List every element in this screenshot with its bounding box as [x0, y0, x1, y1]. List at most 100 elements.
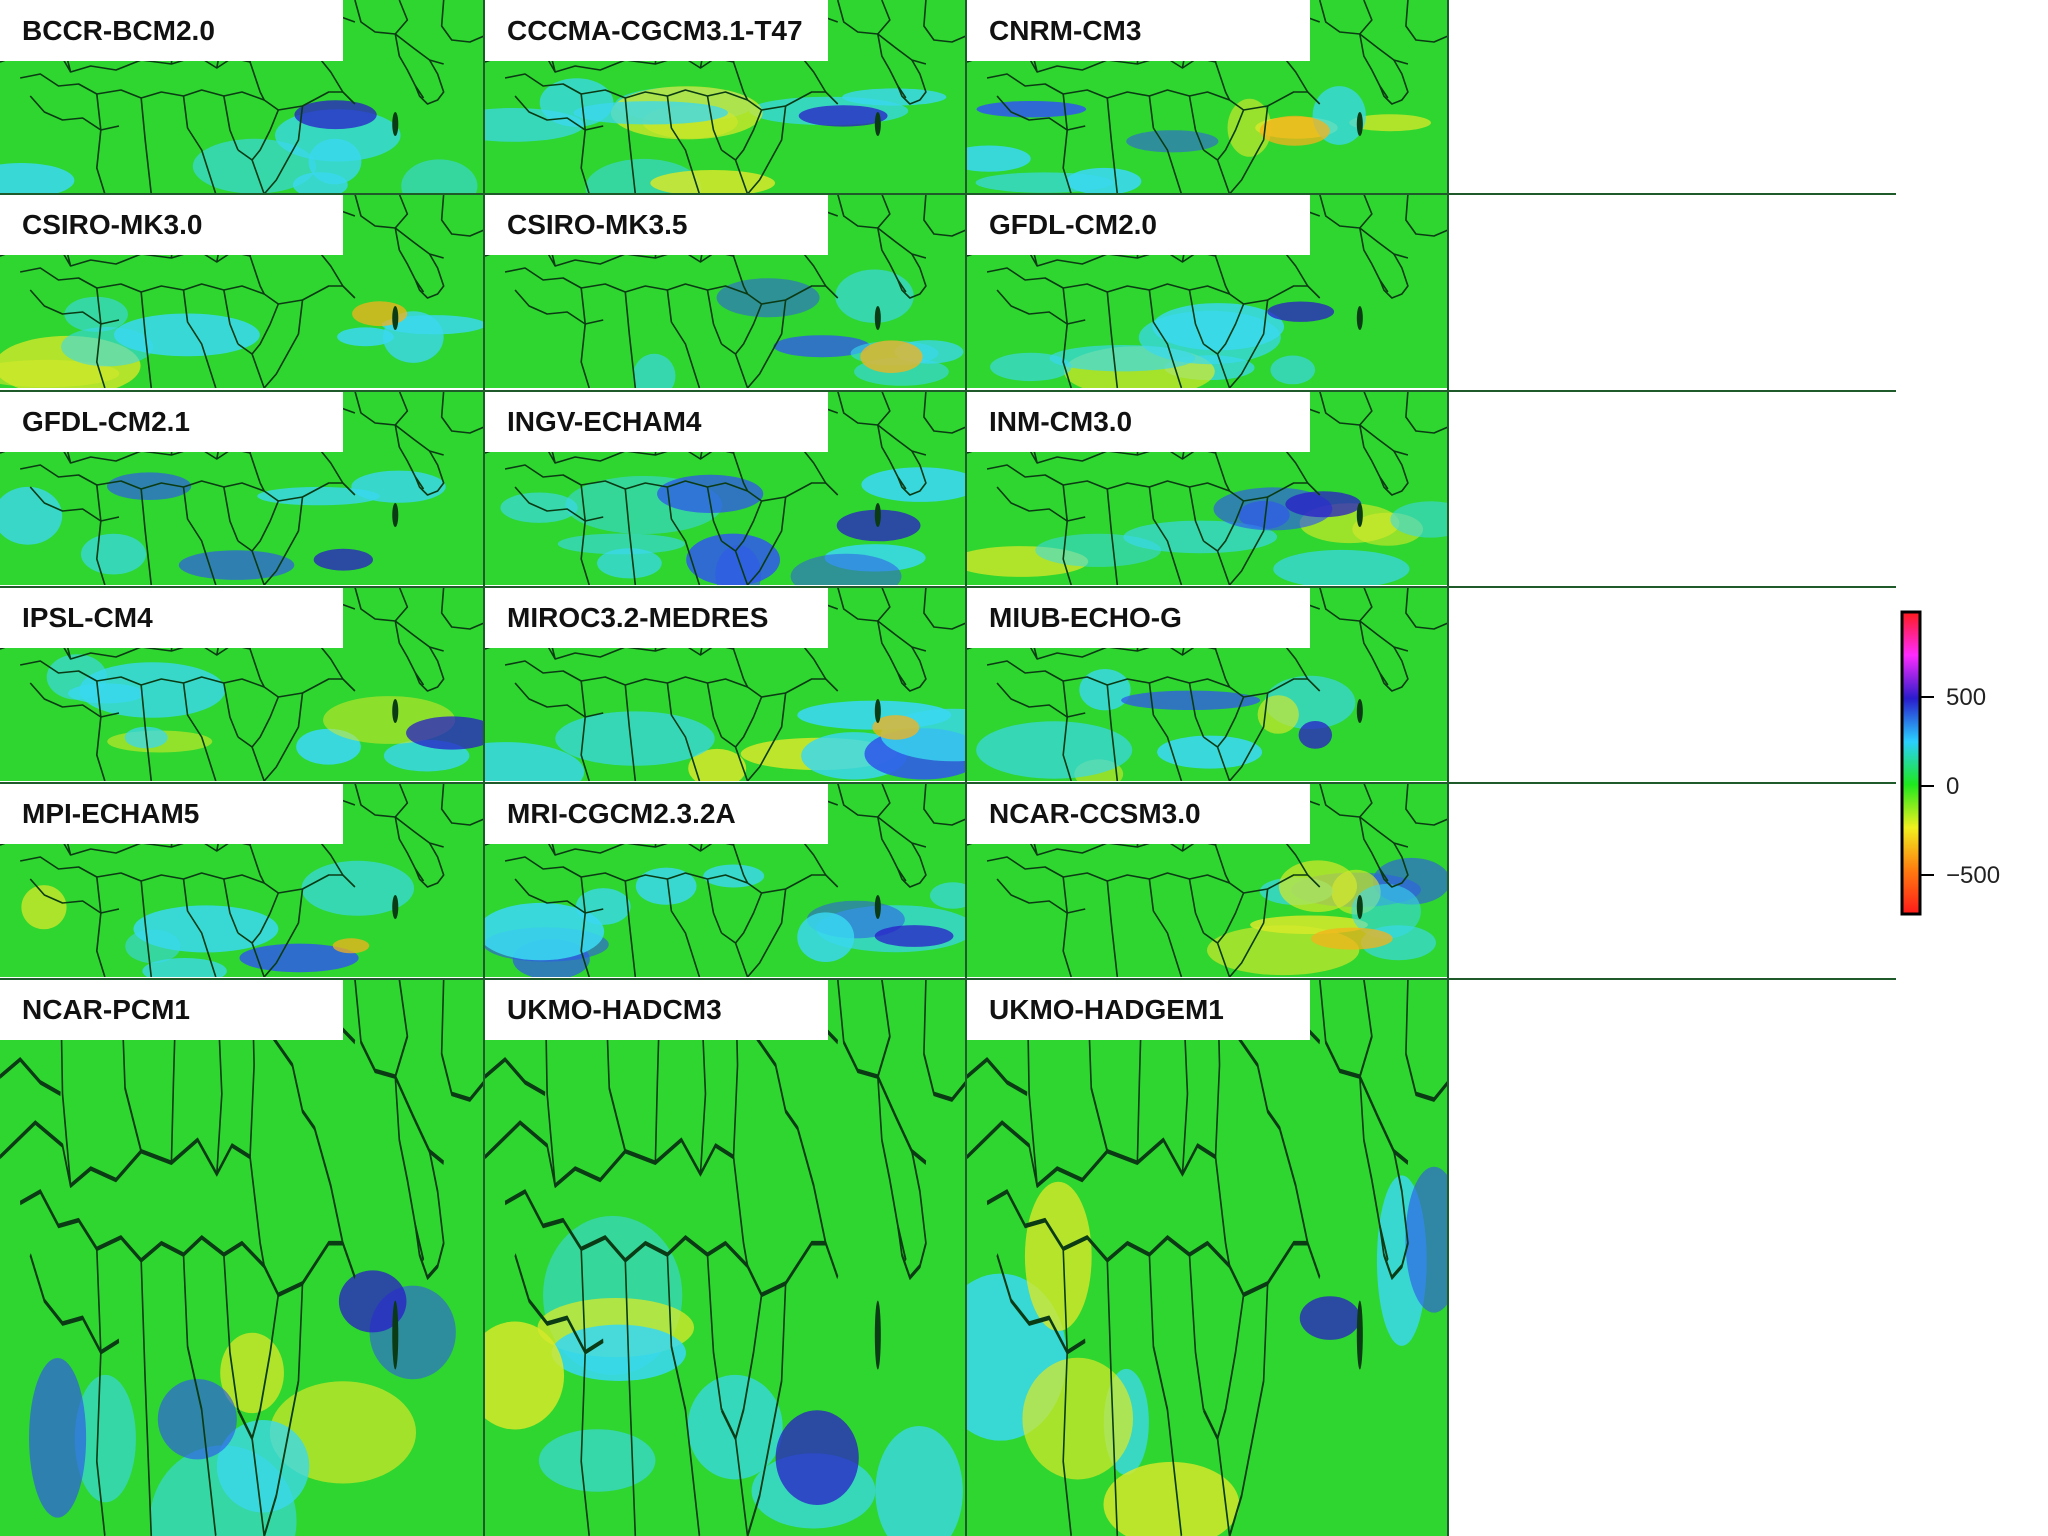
country-boundary [1148, 682, 1183, 781]
model-name-label: UKMO-HADCM3 [485, 979, 828, 1040]
country-boundary [1318, 783, 1409, 848]
country-boundary [1359, 391, 1373, 426]
country-boundary [721, 149, 749, 194]
country-boundary [580, 1248, 590, 1536]
country-boundary [1148, 289, 1183, 388]
country-boundary [1188, 682, 1205, 738]
country-boundary [1228, 299, 1269, 388]
country-boundary [29, 289, 120, 325]
island-outline [1356, 1300, 1363, 1370]
model-map-panel: UKMO-HADCM3 [485, 979, 966, 1536]
country-boundary [1359, 1076, 1389, 1262]
anomaly-patch [308, 138, 362, 185]
country-boundary [1106, 1260, 1119, 1536]
anomaly-map [967, 979, 1448, 1536]
colorbar-gradient [1900, 610, 1922, 916]
country-boundary [223, 289, 239, 345]
country-boundary [1359, 783, 1373, 818]
country-boundary [897, 842, 927, 888]
country-boundary [877, 816, 907, 882]
anomaly-patch [929, 882, 966, 909]
country-boundary [1405, 391, 1448, 434]
model-name-label: MPI-ECHAM5 [0, 783, 343, 844]
strong-anomaly-patch [775, 1410, 859, 1505]
anomaly-patch [633, 353, 676, 388]
model-name-label: CNRM-CM3 [967, 0, 1310, 61]
country-boundary [1405, 979, 1448, 1102]
country-boundary [1106, 488, 1119, 585]
country-boundary [1148, 95, 1183, 194]
country-boundary [877, 424, 907, 490]
country-boundary [967, 1120, 1216, 1189]
country-boundary [996, 486, 1086, 522]
island-outline [1356, 503, 1363, 527]
strong-anomaly-patch [1311, 927, 1393, 950]
country-boundary [1379, 253, 1409, 299]
model-map-panel: NCAR-PCM1 [0, 979, 484, 1536]
country-boundary [1359, 979, 1373, 1079]
country-boundary [996, 95, 1086, 131]
model-map-grid: BCCR-BCM2.0 CCCMA-CGCM3.1-T47 CNRM-CM3 CSIR… [0, 0, 1896, 1536]
country-boundary [394, 194, 409, 229]
country-boundary [95, 1248, 106, 1536]
country-boundary [251, 500, 280, 552]
country-boundary [877, 391, 891, 426]
country-boundary [1106, 880, 1119, 977]
anomaly-patch [1103, 1461, 1240, 1536]
country-boundary [877, 0, 891, 35]
model-name-label: NCAR-CCSM3.0 [967, 783, 1310, 844]
anomaly-patch [1390, 501, 1448, 538]
country-boundary [182, 1254, 217, 1536]
island-outline [874, 1300, 881, 1370]
country-boundary [746, 299, 787, 388]
country-boundary [263, 1283, 304, 1536]
model-name-label: IPSL-CM4 [0, 587, 343, 648]
anomaly-patch [976, 721, 1133, 779]
country-boundary [1228, 496, 1269, 585]
country-boundary [0, 1057, 61, 1097]
country-boundary [1224, 979, 1321, 1280]
country-boundary [440, 391, 484, 434]
country-boundary [746, 496, 787, 585]
country-boundary [706, 95, 723, 151]
anomaly-patch [1035, 533, 1162, 567]
anomaly-patch [967, 145, 1031, 172]
country-boundary [440, 587, 484, 630]
country-boundary [1318, 587, 1409, 652]
country-boundary [877, 1076, 907, 1262]
country-boundary [1318, 194, 1409, 259]
island-outline [874, 699, 881, 723]
country-boundary [394, 0, 409, 35]
island-outline [874, 306, 881, 330]
country-boundary [440, 194, 484, 237]
country-boundary [0, 1120, 251, 1189]
model-name-label: INM-CM3.0 [967, 391, 1310, 452]
country-boundary [1106, 291, 1119, 388]
country-boundary [624, 1260, 637, 1536]
anomaly-patch [485, 902, 605, 961]
colorbar-tick-label: −500 [1946, 862, 2000, 889]
anomaly-map [485, 0, 966, 194]
model-map-panel: MPI-ECHAM5 [0, 783, 484, 977]
country-boundary [251, 892, 280, 944]
country-boundary [440, 783, 484, 826]
island-outline [392, 306, 399, 330]
strong-anomaly-patch [338, 1270, 407, 1333]
country-boundary [414, 646, 445, 692]
island-outline [392, 699, 399, 723]
strong-anomaly-patch [352, 301, 408, 327]
island-outline [1356, 699, 1363, 723]
colorbar-tick-label: 500 [1946, 684, 1986, 711]
country-boundary [996, 289, 1086, 325]
country-boundary [1148, 1254, 1183, 1536]
anomaly-patch [0, 486, 63, 545]
anomaly-patch [1270, 355, 1316, 385]
country-boundary [1188, 95, 1205, 151]
strong-anomaly-patch [1267, 301, 1335, 322]
country-boundary [721, 932, 749, 977]
country-boundary [721, 540, 749, 585]
anomaly-patch [835, 269, 914, 323]
country-boundary [223, 682, 239, 738]
anomaly-patch [79, 662, 226, 718]
model-map-panel: NCAR-CCSM3.0 [967, 783, 1448, 977]
